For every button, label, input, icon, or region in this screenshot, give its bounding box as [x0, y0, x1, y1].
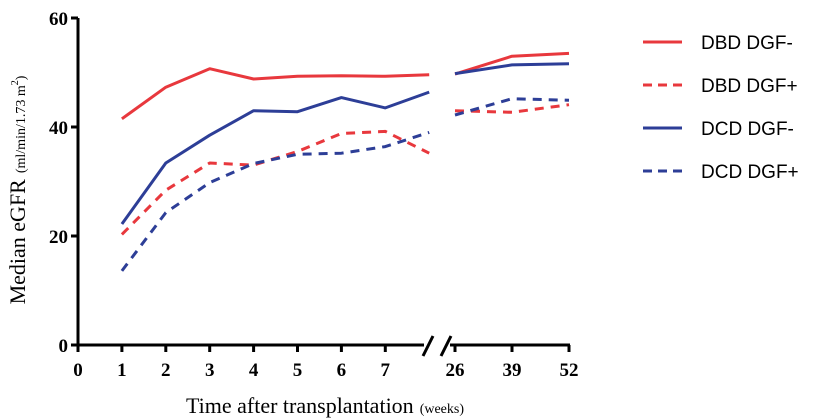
y-axis-title-main: Median eGFR: [5, 179, 30, 305]
axis-break-mark: [439, 335, 453, 357]
legend-entry: DCD DGF+: [643, 162, 799, 183]
x-tick-label: 39: [503, 360, 522, 381]
series-dbd-dgf-line-segment-2: [454, 51, 570, 76]
axes: 0 20 40 60 0 1 2 3 4 5 6 7 26 39 52: [49, 9, 579, 381]
series-dcd-dgf-line-segment-1: [120, 90, 430, 225]
y-axis-title: Median eGFR (ml/min/1.73 m2): [5, 75, 30, 304]
x-tick-label: 1: [117, 360, 127, 381]
legend-label: DCD DGF-: [701, 119, 794, 140]
series-dcd-dgf-line-segment-2: [454, 62, 570, 76]
x-tick-label: 4: [249, 360, 259, 381]
y-axis-title-unit-sup: 2: [10, 80, 21, 85]
x-tick-label: 0: [73, 360, 83, 381]
legend-entry: DCD DGF-: [643, 119, 794, 140]
series-dbd-dgf-line-segment-1: [121, 67, 430, 121]
y-tick-label: 20: [49, 227, 68, 248]
y-axis-title-unit: (ml/min/1.73 m: [14, 85, 29, 173]
x-tick-label: 6: [337, 360, 347, 381]
x-tick-label: 52: [560, 360, 579, 381]
y-tick-label: 0: [59, 336, 69, 357]
plot-area: [120, 51, 570, 272]
legend-entry: DBD DGF+: [643, 76, 798, 97]
legend-entry: DBD DGF-: [643, 33, 793, 54]
series-dcd-dgf-line-segment-2: [454, 97, 570, 117]
x-tick-label: 2: [161, 360, 171, 381]
x-tick-label: 3: [205, 360, 215, 381]
series-dcd-dgf-line-segment-1: [120, 130, 430, 272]
x-tick-label: 5: [293, 360, 303, 381]
legend-label: DBD DGF-: [701, 33, 793, 54]
legend-label: DBD DGF+: [701, 76, 798, 97]
y-tick-label: 40: [49, 118, 68, 139]
x-tick-label: 7: [381, 360, 391, 381]
legend-label: DCD DGF+: [701, 162, 799, 183]
y-tick-label: 60: [49, 9, 68, 30]
x-tick-label: 26: [446, 360, 465, 381]
x-axis-title-unit: (weeks): [420, 402, 465, 417]
x-axis-title: Time after transplantation (weeks): [186, 393, 464, 418]
y-axis-title-unit-close: ): [14, 75, 29, 80]
series-dbd-dgf-line-segment-2: [454, 103, 570, 114]
axis-break-mark: [421, 335, 435, 357]
x-axis-title-main: Time after transplantation: [186, 393, 414, 418]
legend: DBD DGF- DBD DGF+ DCD DGF- DCD DGF+: [643, 33, 799, 183]
